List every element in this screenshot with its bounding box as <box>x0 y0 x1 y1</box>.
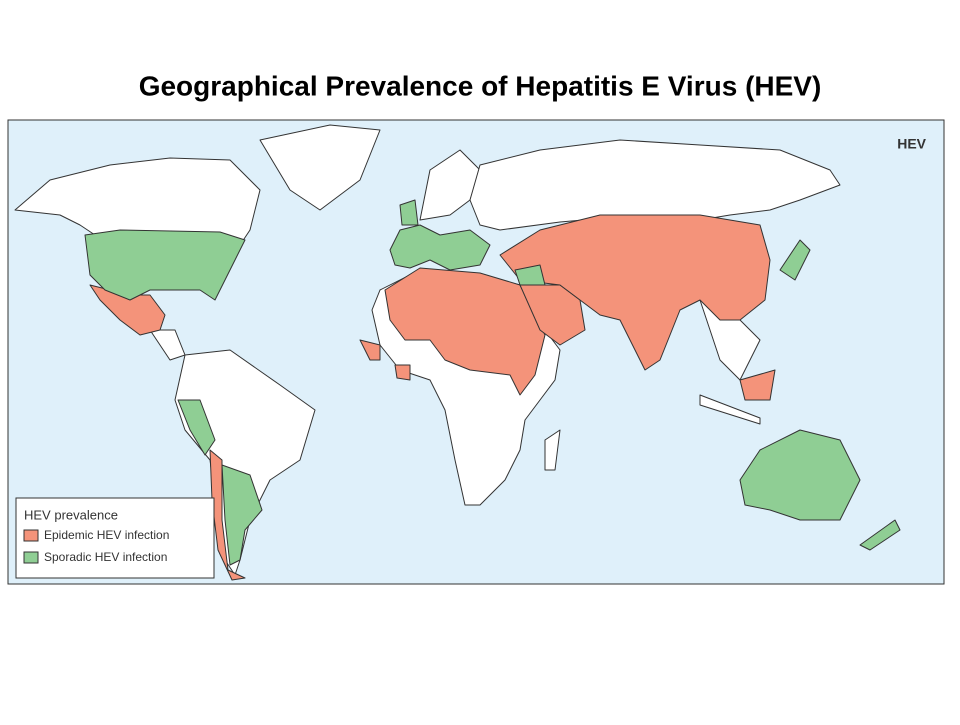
legend-box <box>15 497 215 579</box>
sporadic-region <box>859 519 901 551</box>
sporadic-region <box>514 264 546 286</box>
legend-swatch <box>23 529 39 542</box>
sporadic-region <box>399 199 419 226</box>
sporadic-region <box>177 399 216 456</box>
sporadic-region <box>779 239 811 281</box>
land <box>699 394 761 425</box>
sporadic-region <box>739 429 861 521</box>
map-label: HEV <box>897 136 926 152</box>
title: Geographical Prevalence of Hepatitis E V… <box>139 70 822 101</box>
land <box>544 429 561 471</box>
land <box>259 124 381 211</box>
sporadic-region <box>84 229 246 301</box>
epidemic-region <box>739 369 776 401</box>
epidemic-region <box>499 214 771 371</box>
legend-label: Epidemic HEV infection <box>44 528 169 542</box>
legend-swatch <box>23 551 39 564</box>
legend: HEV prevalence Epidemic HEV infection Sp… <box>15 497 215 579</box>
sporadic-region <box>221 464 263 566</box>
sporadic-region <box>389 224 491 271</box>
epidemic-region <box>359 339 381 361</box>
land <box>469 139 841 231</box>
legend-label: Sporadic HEV infection <box>44 550 167 564</box>
epidemic-region <box>384 267 546 396</box>
legend-title: HEV prevalence <box>24 507 118 522</box>
epidemic-region <box>394 364 411 381</box>
